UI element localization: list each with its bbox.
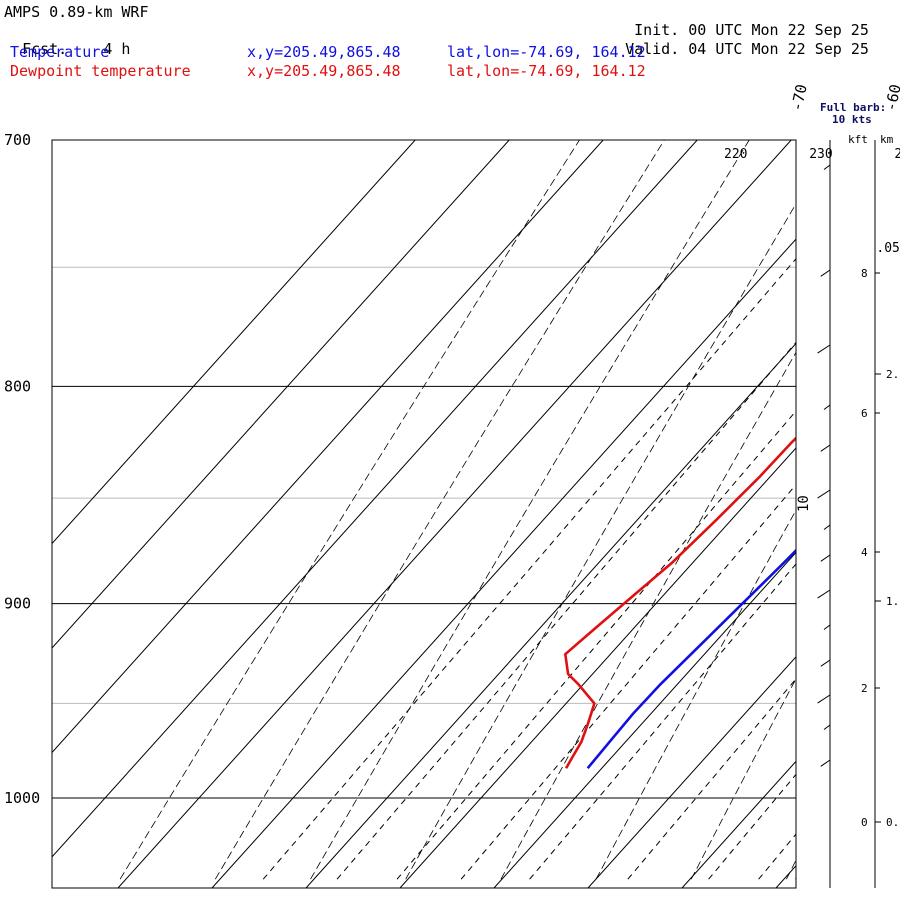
isotherm-label: -60 <box>882 83 900 113</box>
init-time: Init. 00 UTC Mon 22 Sep 25 <box>616 3 869 39</box>
dry-adiabat <box>214 140 665 880</box>
wind-barb <box>817 344 831 354</box>
wind-barb <box>820 444 831 452</box>
isotherm-line <box>52 140 416 545</box>
mixing-ratio-line <box>336 341 796 880</box>
dry-adiabat-label: 220 <box>724 147 747 162</box>
km-tick-label: 2. <box>886 368 899 381</box>
isotherm-line <box>52 140 604 754</box>
plot-area <box>52 114 900 888</box>
kft-tick-label: 6 <box>861 407 868 420</box>
kft-tick-label: 0 <box>861 816 868 829</box>
barb-legend-line2: 10 kts <box>832 113 872 126</box>
dry-adiabat <box>690 677 796 880</box>
isotherm-line <box>681 760 796 888</box>
barb-legend-line1: Full barb: <box>820 101 887 114</box>
wind-barb <box>823 404 831 410</box>
legend-temperature-latlon: lat,lon=-74.69, 164.12 <box>447 43 646 61</box>
dry-adiabat <box>119 140 580 880</box>
kft-tick-label: 2 <box>861 682 868 695</box>
wind-barb <box>820 659 831 667</box>
isotherm-line <box>52 140 510 649</box>
pressure-tick-label: 700 <box>4 131 31 149</box>
legend-temperature-name: Temperature <box>10 43 110 61</box>
fcst-value: 4 h <box>103 40 131 58</box>
km-tick-label: 1. <box>886 595 899 608</box>
wind-barb <box>823 524 831 530</box>
temperature-profile <box>586 548 796 770</box>
isotherm-line <box>117 140 792 888</box>
isotherm-line <box>52 140 698 858</box>
pressure-tick-label: 900 <box>4 595 31 613</box>
fcst-label: Fcst. <box>22 40 68 58</box>
forecast-label: Fcst. 4 h <box>4 22 130 58</box>
wind-barb <box>820 554 831 562</box>
dewpoint-profile <box>564 436 796 769</box>
wind-barb <box>820 269 831 277</box>
valid-time: Valid. 04 UTC Mon 22 Sep 25 <box>607 22 869 58</box>
wind-barb <box>823 164 831 170</box>
legend-dewpoint-latlon: lat,lon=-74.69, 164.12 <box>447 62 646 80</box>
wind-barb <box>820 759 831 767</box>
valid-label: Valid. <box>625 40 680 58</box>
height-axis-km-label: km <box>880 133 894 146</box>
pressure-tick-label: 800 <box>4 377 31 395</box>
mixing-ratio-line <box>627 678 796 880</box>
isotherm-line <box>493 551 796 888</box>
isotherm-line <box>211 238 796 888</box>
wind-barb <box>817 589 831 599</box>
model-title: AMPS 0.89-km WRF <box>4 3 149 21</box>
dry-adiabat-label: 230 <box>809 147 832 162</box>
legend-temperature-xy: x,y=205.49,865.48 <box>247 43 401 61</box>
legend-dewpoint-name: Dewpoint temperature <box>10 62 191 80</box>
kft-tick-label: 4 <box>861 546 868 559</box>
isotherm-line <box>587 656 796 888</box>
mixing-ratio-line <box>262 257 796 880</box>
plot-border <box>51 139 797 889</box>
init-value: 00 UTC Mon 22 Sep 25 <box>688 21 869 39</box>
valid-value: 04 UTC Mon 22 Sep 25 <box>688 40 869 58</box>
wind-speed-annotation: 10 <box>796 495 812 512</box>
dry-adiabat <box>595 509 796 880</box>
wind-barb <box>823 624 831 630</box>
km-tick-label: 0. <box>886 816 899 829</box>
init-label: Init. <box>634 21 680 39</box>
dry-adiabat <box>882 114 900 880</box>
pressure-tick-label: 1000 <box>4 789 40 807</box>
dry-adiabat <box>405 203 796 880</box>
mixing-ratio-line <box>529 563 796 880</box>
mixing-ratio-line <box>460 483 796 880</box>
dry-adiabat <box>310 140 750 880</box>
mixing-ratio-line <box>396 410 796 880</box>
isotherm-line <box>305 342 796 888</box>
wind-barb <box>823 724 831 730</box>
kft-tick-label: 8 <box>861 267 868 280</box>
isotherm-line <box>399 447 796 888</box>
height-axis-kft-label: kft <box>848 133 868 146</box>
legend-dewpoint-xy: x,y=205.49,865.48 <box>247 62 401 80</box>
isotherm-label: -70 <box>788 83 811 113</box>
mixing-ratio-line <box>758 833 796 880</box>
wind-barb <box>817 694 831 704</box>
wind-barb <box>817 489 831 499</box>
dry-adiabat-label: 240 <box>894 147 900 162</box>
dry-adiabat <box>500 351 796 880</box>
mixing-ratio-label: .05 <box>876 241 899 256</box>
